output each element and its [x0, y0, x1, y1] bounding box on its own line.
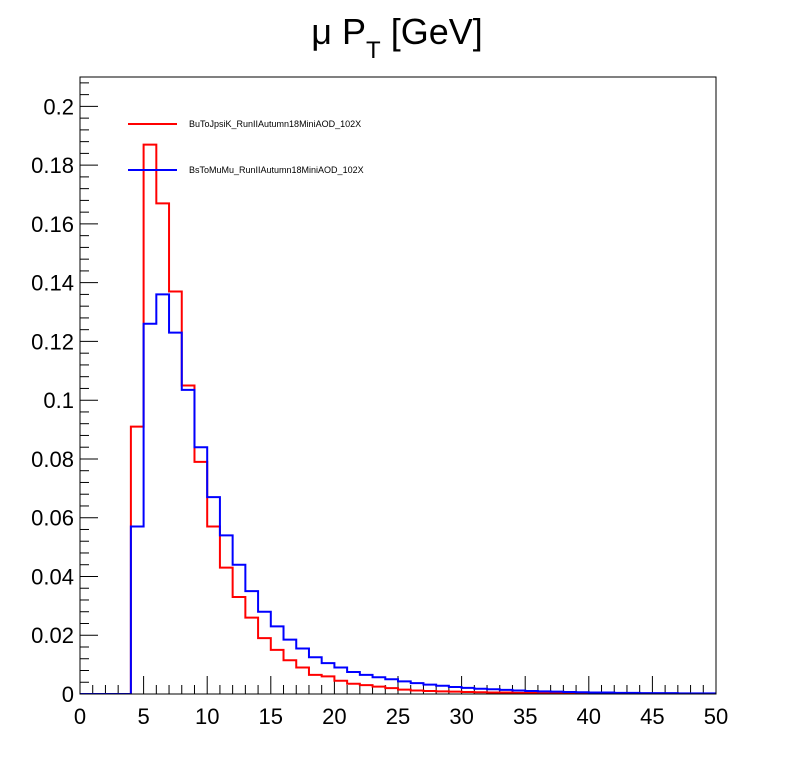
- histogram-line-1: [80, 143, 716, 694]
- axis-tick-labels: 0 5 10 15 20 25 30 35 40 45 50 0 0.02 0.04 0.06 0.08 0.1…: [31, 94, 728, 729]
- y-tick-label: 0.12: [31, 329, 74, 354]
- y-tick-label: 0.04: [31, 564, 74, 589]
- plot-frame: [79, 76, 717, 695]
- x-tick-label: 30: [449, 704, 473, 729]
- y-tick-label: 0.16: [31, 212, 74, 237]
- histogram-series-group: [80, 143, 716, 694]
- chart-title-unit: [GeV]: [391, 11, 483, 52]
- x-tick-label: 20: [322, 704, 346, 729]
- histogram-line-2: [80, 293, 716, 694]
- chart-title-subscript: T: [366, 37, 381, 64]
- y-tick-label: 0.2: [43, 94, 74, 119]
- y-tick-label: 0.14: [31, 271, 74, 296]
- x-tick-label: 0: [74, 704, 86, 729]
- y-tick-label: 0.08: [31, 447, 74, 472]
- x-tick-label: 50: [704, 704, 728, 729]
- x-tick-label: 5: [137, 704, 149, 729]
- y-tick-label: 0.06: [31, 506, 74, 531]
- x-tick-label: 15: [259, 704, 283, 729]
- legend-label-2: BsToMuMu_RunIIAutumn18MiniAOD_102X: [189, 165, 364, 175]
- x-tick-label: 25: [386, 704, 410, 729]
- legend: BuToJpsiK_RunIIAutumn18MiniAOD_102X BsToM…: [128, 119, 364, 175]
- y-tick-label: 0.1: [43, 388, 74, 413]
- chart-title: μ PT [GeV]: [311, 11, 482, 64]
- x-tick-label: 45: [640, 704, 664, 729]
- legend-label-1: BuToJpsiK_RunIIAutumn18MiniAOD_102X: [189, 119, 361, 129]
- y-tick-label: 0.02: [31, 623, 74, 648]
- x-tick-label: 35: [513, 704, 537, 729]
- histogram-series-1: [80, 143, 716, 694]
- histogram-series-2: [80, 293, 716, 694]
- y-tick-label: 0.18: [31, 153, 74, 178]
- y-tick-label: 0: [62, 682, 74, 707]
- x-tick-label: 40: [577, 704, 601, 729]
- x-tick-label: 10: [195, 704, 219, 729]
- chart-title-main: μ P: [311, 11, 366, 52]
